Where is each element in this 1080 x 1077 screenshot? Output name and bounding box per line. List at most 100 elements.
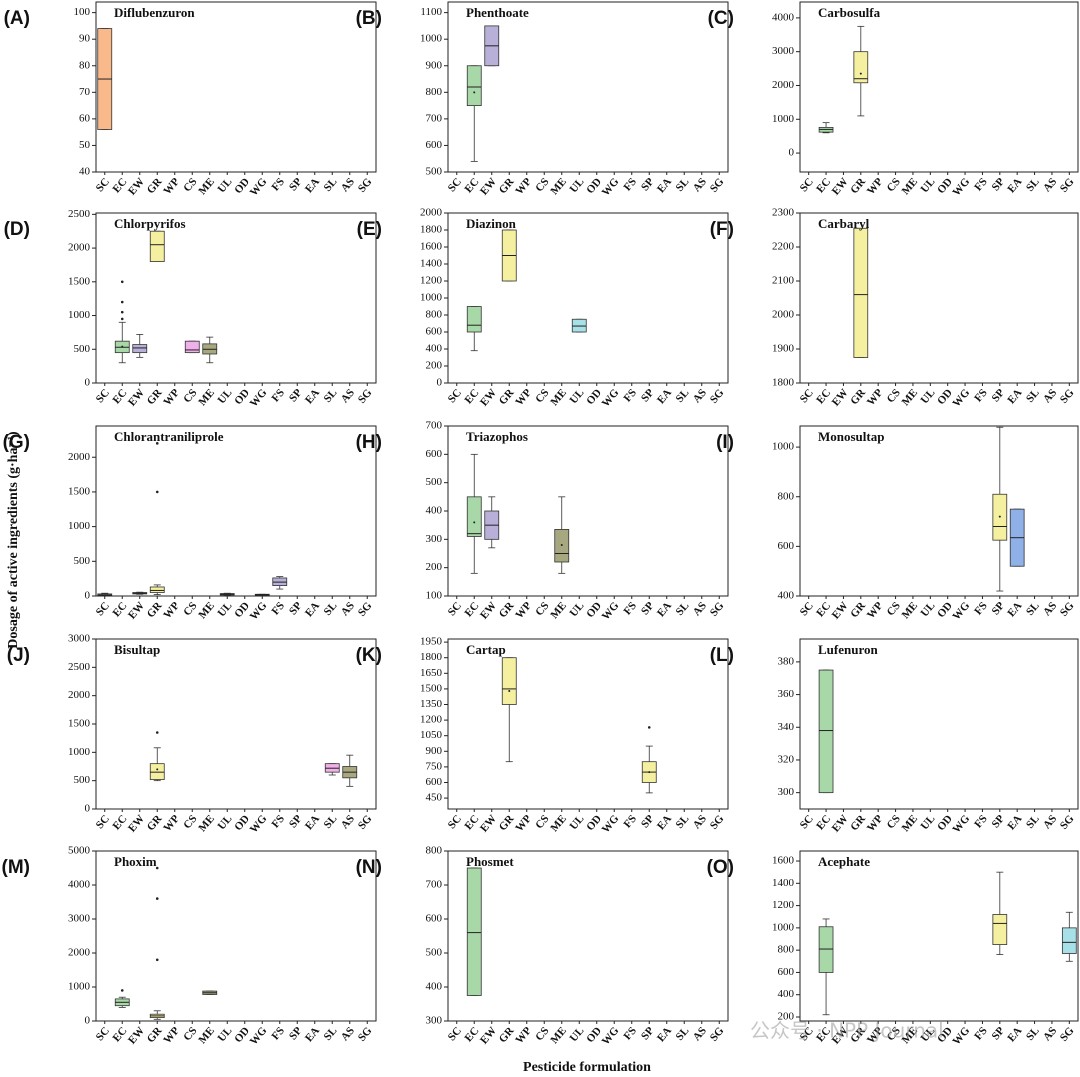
panel-title: Acephate	[818, 854, 870, 869]
y-tick-label: 4000	[68, 879, 91, 891]
x-tick-label: FS	[270, 1025, 287, 1043]
x-tick-label: FS	[622, 387, 639, 405]
x-tick-label: ME	[548, 813, 569, 834]
mean	[121, 345, 124, 348]
y-tick-label: 2000	[68, 451, 91, 463]
x-tick-label: SP	[639, 813, 657, 831]
x-tick-label: FS	[622, 813, 639, 831]
x-tick-label: EA	[1005, 813, 1024, 832]
x-tick-label: WG	[951, 1025, 973, 1048]
mean	[156, 768, 159, 771]
y-tick-label: 2000	[772, 79, 795, 91]
x-tick-label: GR	[848, 386, 868, 407]
y-tick-label: 100	[426, 590, 443, 602]
panel-label: (G)	[3, 432, 30, 453]
x-tick-label: AS	[1041, 1025, 1059, 1043]
outlier	[120, 300, 124, 304]
y-tick-label: 0	[85, 377, 91, 389]
box	[184, 340, 200, 354]
y-tick-label: 3000	[68, 633, 91, 645]
x-tick-label: AS	[691, 600, 709, 618]
x-tick-label: EC	[814, 813, 833, 832]
x-tick-label: WP	[865, 600, 886, 622]
y-tick-label: 1400	[420, 258, 443, 270]
outlier	[155, 958, 159, 962]
x-tick-label: WG	[951, 176, 973, 199]
x-tick-label: GR	[848, 599, 868, 620]
x-tick-label: SP	[287, 600, 305, 618]
y-tick-label: 600	[426, 139, 443, 151]
x-tick-label: EA	[303, 176, 322, 195]
y-tick-label: 500	[426, 476, 443, 488]
plot-frame	[95, 212, 377, 384]
x-tick-label: SG	[1058, 600, 1077, 619]
outlier	[120, 280, 124, 284]
x-tick-label: SC	[446, 176, 464, 195]
x-tick-label: EC	[462, 813, 481, 832]
x-tick-label: UL	[567, 813, 586, 832]
x-tick-label: SP	[639, 387, 657, 405]
outlier	[155, 866, 159, 870]
mean	[473, 91, 476, 94]
x-tick-label: SG	[708, 176, 727, 195]
y-tick-label: 0	[437, 377, 443, 389]
y-tick-label: 400	[426, 343, 443, 355]
x-tick-label: WP	[161, 600, 182, 622]
panel-title: Phoxim	[114, 854, 157, 869]
y-tick-label: 1400	[772, 877, 795, 889]
y-tick-label: 2300	[772, 207, 795, 219]
x-tick-label: EW	[478, 600, 499, 622]
x-tick-label: AS	[339, 600, 357, 618]
x-tick-label: SL	[322, 387, 340, 405]
x-tick-label: SG	[356, 387, 375, 406]
y-tick-label: 600	[426, 326, 443, 338]
y-tick-label: 3000	[772, 45, 795, 57]
y-tick-label: 500	[74, 774, 91, 786]
x-tick-label: EC	[110, 1025, 129, 1044]
x-tick-label: SG	[708, 600, 727, 619]
y-tick-label: 400	[778, 988, 795, 1000]
panel-label: (L)	[710, 645, 734, 666]
x-tick-label: SL	[322, 813, 340, 831]
x-tick-label: SG	[1058, 387, 1077, 406]
x-tick-label: EW	[478, 176, 499, 198]
y-tick-label: 1200	[420, 714, 443, 726]
panel-label: (M)	[2, 857, 30, 878]
x-tick-label: ME	[548, 387, 569, 408]
y-tick-label: 700	[426, 420, 443, 432]
x-tick-label: GR	[497, 812, 517, 833]
y-tick-label: 500	[74, 343, 91, 355]
x-tick-label: CS	[181, 176, 199, 194]
x-tick-label: AS	[1041, 813, 1059, 831]
y-tick-label: 700	[426, 879, 443, 891]
y-tick-label: 600	[426, 776, 443, 788]
x-tick-label: EC	[110, 813, 129, 832]
x-tick-label: SP	[639, 176, 657, 194]
x-tick-label: SL	[1024, 600, 1042, 618]
x-tick-label: WG	[600, 387, 622, 410]
panel-title: Chlorantraniliprole	[114, 429, 224, 444]
panel-label: (K)	[356, 645, 382, 666]
y-tick-label: 800	[426, 86, 443, 98]
x-tick-label: SP	[990, 387, 1008, 405]
plot-frame	[799, 1, 1079, 173]
x-tick-label: WP	[161, 1025, 182, 1047]
panel-label: (O)	[707, 857, 734, 878]
x-tick-label: SP	[990, 600, 1008, 618]
x-tick-label: SL	[322, 176, 340, 194]
x-tick-label: SG	[1058, 813, 1077, 832]
y-tick-label: 500	[426, 947, 443, 959]
x-tick-label: FS	[972, 387, 989, 405]
plot-frame	[95, 638, 377, 810]
x-tick-label: UL	[215, 1025, 234, 1044]
mean	[648, 771, 651, 774]
y-tick-label: 500	[426, 166, 443, 178]
x-tick-label: SP	[287, 1025, 305, 1043]
x-tick-label: EC	[462, 600, 481, 619]
x-tick-label: GR	[497, 386, 517, 407]
y-tick-label: 900	[426, 59, 443, 71]
plot-frame	[95, 1, 377, 173]
box	[853, 227, 869, 358]
x-tick-label: AS	[339, 1025, 357, 1043]
y-tick-label: 1500	[68, 275, 91, 287]
